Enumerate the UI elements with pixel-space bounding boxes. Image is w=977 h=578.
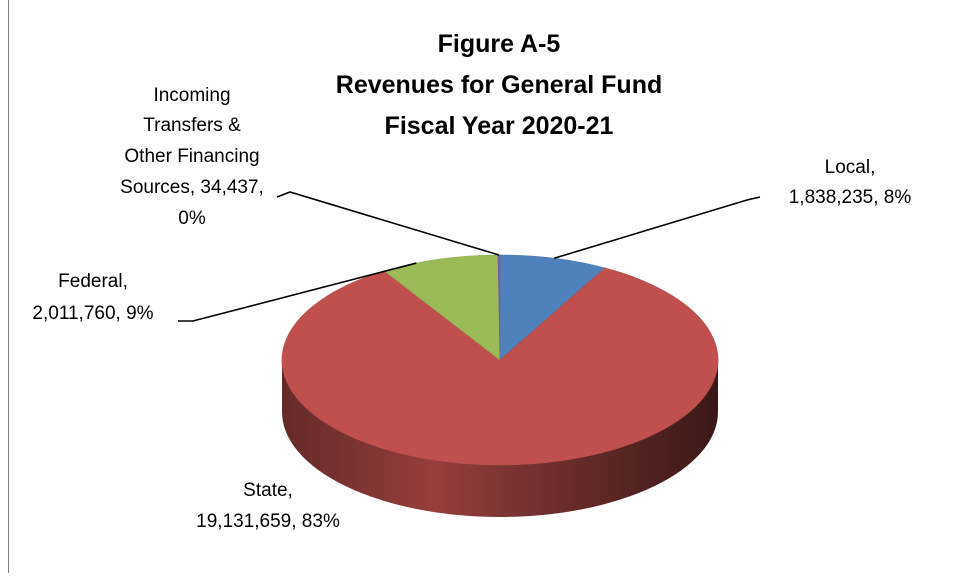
- left-border-rule: [8, 0, 9, 573]
- data-label-transfers-line-5: 0%: [178, 208, 206, 229]
- pie-side-layer: [282, 360, 718, 517]
- pie-top-layer: [281, 254, 719, 466]
- data-label-state: State, 19,131,659, 83%: [196, 480, 340, 532]
- data-label-federal-line-1: Federal,: [58, 271, 128, 292]
- data-label-incoming-transfers: Incoming Transfers & Other Financing Sou…: [120, 85, 264, 229]
- data-label-federal: Federal, 2,011,760, 9%: [32, 271, 153, 324]
- chart-title-line-3: Fiscal Year 2020-21: [385, 112, 614, 140]
- data-label-local-line-1: Local,: [825, 157, 876, 178]
- chart-title-line-2: Revenues for General Fund: [336, 71, 662, 99]
- data-label-state-line-1: State,: [243, 480, 293, 501]
- data-label-transfers-line-2: Transfers &: [143, 115, 241, 136]
- data-label-transfers-line-1: Incoming: [153, 85, 230, 106]
- leader-line-incoming-transfers-other-financing-sources: [276, 191, 500, 256]
- pie-slice-state: [281, 267, 719, 466]
- pie-slice-local: [499, 254, 606, 361]
- data-label-transfers-line-4: Sources, 34,437,: [120, 177, 264, 198]
- data-label-transfers-line-3: Other Financing: [124, 146, 259, 167]
- chart-title-line-1: Figure A-5: [438, 30, 561, 58]
- chart-title: Figure A-5 Revenues for General Fund Fis…: [336, 30, 662, 140]
- data-label-state-line-2: 19,131,659, 83%: [196, 511, 340, 532]
- data-label-local-line-2: 1,838,235, 8%: [789, 187, 912, 208]
- leader-line-federal: [178, 262, 417, 322]
- leader-line-local: [553, 196, 761, 260]
- pie-side-state: [282, 360, 718, 517]
- leader-lines: [178, 191, 761, 322]
- data-label-federal-line-2: 2,011,760, 9%: [32, 303, 153, 324]
- data-label-local: Local, 1,838,235, 8%: [789, 157, 912, 208]
